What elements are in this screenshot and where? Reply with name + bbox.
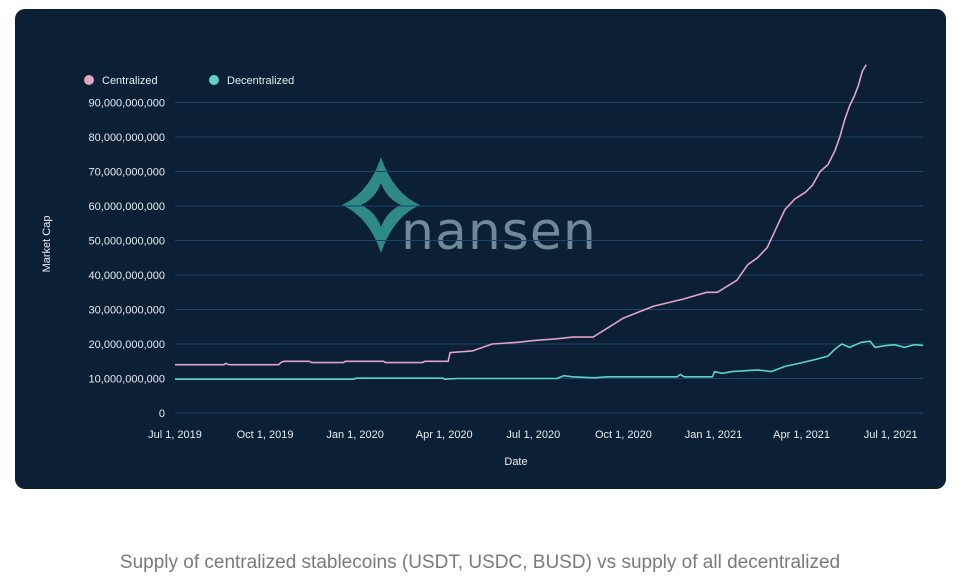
x-tick-label: Oct 1, 2019 [237,429,294,441]
y-axis-ticks: 0 10,000,000,000 20,000,000,000 30,000,000,… [89,98,165,421]
y-tick-label: 80,000,000,000 [89,132,165,144]
chart-card: nansen 0 10,000,000,000 20,000,000,000 30,0… [15,9,946,489]
series-lines [175,64,924,380]
y-tick-label: 40,000,000,000 [89,270,165,282]
x-tick-label: Oct 1, 2020 [595,429,652,441]
x-tick-label: Jan 1, 2021 [685,429,743,441]
centralized-series-line [175,64,867,366]
x-axis-title: Date [504,456,527,468]
legend-label-centralized: Centralized [102,75,158,87]
x-tick-label: Jul 1, 2020 [506,429,560,441]
legend-item-decentralized[interactable]: Decentralized [209,75,294,87]
y-tick-label: 0 [159,408,165,420]
legend-marker-centralized [84,75,94,85]
legend-label-decentralized: Decentralized [227,75,294,87]
nansen-logo-icon [342,157,420,253]
market-cap-chart: nansen 0 10,000,000,000 20,000,000,000 30,0… [41,64,924,468]
x-tick-label: Jul 1, 2021 [864,429,918,441]
y-tick-label: 90,000,000,000 [89,98,165,110]
y-tick-label: 70,000,000,000 [89,167,165,179]
x-tick-label: Apr 1, 2021 [773,429,830,441]
grid-lines [175,102,923,414]
figure-caption: Supply of centralized stablecoins (USDT,… [119,552,841,573]
x-tick-label: Jul 1, 2019 [148,429,202,441]
x-axis-ticks: Jul 1, 2019 Oct 1, 2019 Jan 1, 2020 Apr 1, … [148,429,918,441]
nansen-watermark: nansen [342,157,597,262]
x-tick-label: Jan 1, 2020 [326,429,384,441]
y-tick-label: 50,000,000,000 [89,236,165,248]
nansen-wordmark: nansen [401,202,597,262]
decentralized-series-line [175,340,924,380]
legend-marker-decentralized [209,75,219,85]
y-tick-label: 60,000,000,000 [89,201,165,213]
y-tick-label: 30,000,000,000 [89,305,165,317]
y-tick-label: 20,000,000,000 [89,339,165,351]
y-tick-label: 10,000,000,000 [89,374,165,386]
y-axis-title: Market Cap [41,216,53,273]
legend[interactable]: Centralized Decentralized [84,75,294,87]
x-tick-label: Apr 1, 2020 [416,429,473,441]
legend-item-centralized[interactable]: Centralized [84,75,158,87]
